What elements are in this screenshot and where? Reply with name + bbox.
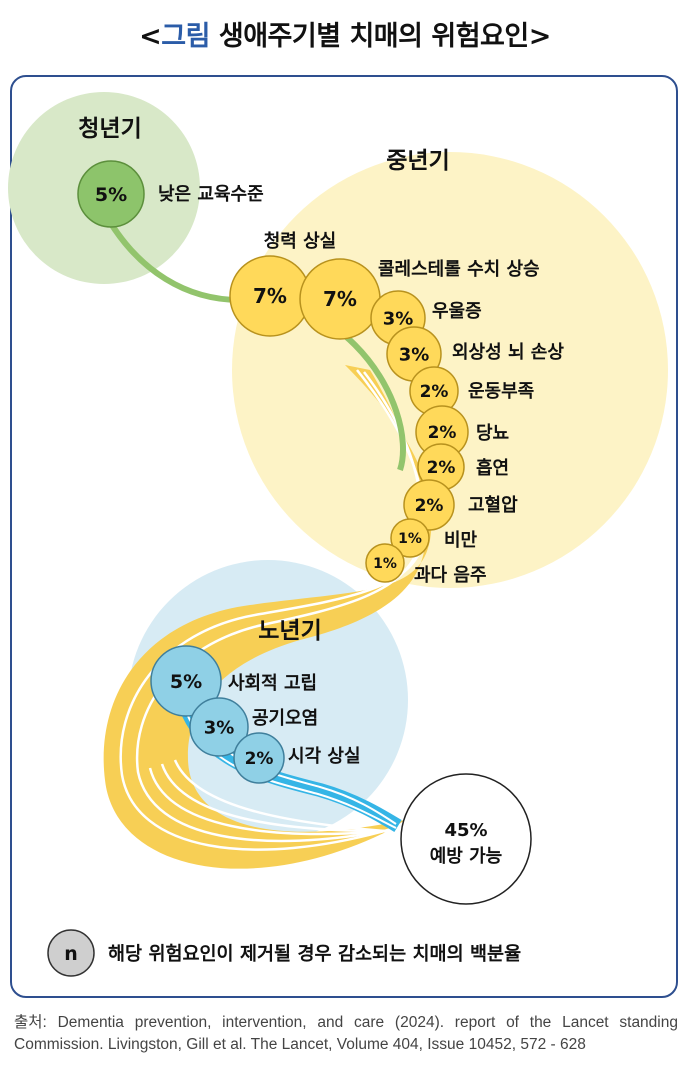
flow-band xyxy=(103,365,432,869)
factor-pct-brain-injury: 3% xyxy=(399,344,430,365)
factor-pct-alcohol: 1% xyxy=(373,556,397,572)
factor-circle-hypertension xyxy=(403,479,455,531)
title-bracket-open: < xyxy=(139,21,162,52)
factor-label-education: 낮은 교육수준 xyxy=(158,184,264,205)
title-highlight: 그림 xyxy=(161,21,210,52)
total-circle xyxy=(400,773,532,905)
factor-label-vision: 시각 상실 xyxy=(288,746,361,767)
factor-circle-isolation xyxy=(150,645,222,717)
factor-label-depression: 우울증 xyxy=(432,301,482,322)
factor-pct-isolation: 5% xyxy=(170,671,202,693)
factor-label-pollution: 공기오염 xyxy=(252,708,318,729)
factor-pct-smoking: 2% xyxy=(427,458,456,478)
stage-label-middle: 중년기 xyxy=(386,148,449,174)
factor-pct-hearing: 7% xyxy=(253,284,287,308)
factor-label-hearing: 청력 상실 xyxy=(264,231,337,252)
factor-circle-education xyxy=(77,160,145,228)
title-text: 생애주기별 치매의 위험요인 xyxy=(209,21,529,52)
middle-age-zone xyxy=(232,152,668,588)
factor-circle-pollution xyxy=(189,697,249,757)
total-pct: 45% xyxy=(444,820,487,841)
factor-label-alcohol: 과다 음주 xyxy=(414,565,487,586)
legend-text: 해당 위험요인이 제거될 경우 감소되는 치매의 백분율 xyxy=(108,943,521,965)
factor-pct-diabetes: 2% xyxy=(428,423,457,443)
factor-pct-obesity: 1% xyxy=(398,531,422,547)
stage-label-old: 노년기 xyxy=(258,618,321,644)
factor-pct-depression: 3% xyxy=(383,308,414,329)
factor-circles: 5% 낮은 교육수준 7% 청력 상실 7% 콜레스테롤 수치 상승 3% 우울증 3% 외상성 … xyxy=(77,160,564,784)
factor-pct-vision: 2% xyxy=(245,749,274,769)
factor-label-diabetes: 당뇨 xyxy=(476,423,509,444)
figure-title: <그림 생애주기별 치매의 위험요인> xyxy=(0,14,690,53)
factor-label-brain-injury: 외상성 뇌 손상 xyxy=(452,342,564,363)
factor-pct-pollution: 3% xyxy=(204,717,235,738)
factor-pct-education: 5% xyxy=(95,184,127,206)
factor-label-isolation: 사회적 고립 xyxy=(228,673,317,694)
factor-circle-alcohol xyxy=(365,543,405,583)
title-bracket-close: > xyxy=(528,21,552,52)
total-label: 예방 가능 xyxy=(430,846,503,867)
factor-circle-obesity xyxy=(390,518,430,558)
source-citation: 출처: Dementia prevention, intervention, a… xyxy=(14,1014,678,1053)
factor-pct-inactivity: 2% xyxy=(420,382,449,402)
factor-label-smoking: 흡연 xyxy=(476,457,509,479)
factor-circle-vision xyxy=(233,732,285,784)
factor-label-inactivity: 운동부족 xyxy=(468,381,534,402)
legend-symbol: n xyxy=(64,943,78,965)
factor-pct-cholesterol: 7% xyxy=(323,287,357,311)
legend-symbol-circle xyxy=(47,929,95,977)
factor-label-hypertension: 고혈압 xyxy=(468,494,518,516)
factor-pct-hypertension: 2% xyxy=(415,496,444,516)
factor-label-obesity: 비만 xyxy=(444,530,478,551)
factor-label-cholesterol: 콜레스테롤 수치 상승 xyxy=(378,259,540,280)
stage-label-youth: 청년기 xyxy=(78,116,141,142)
